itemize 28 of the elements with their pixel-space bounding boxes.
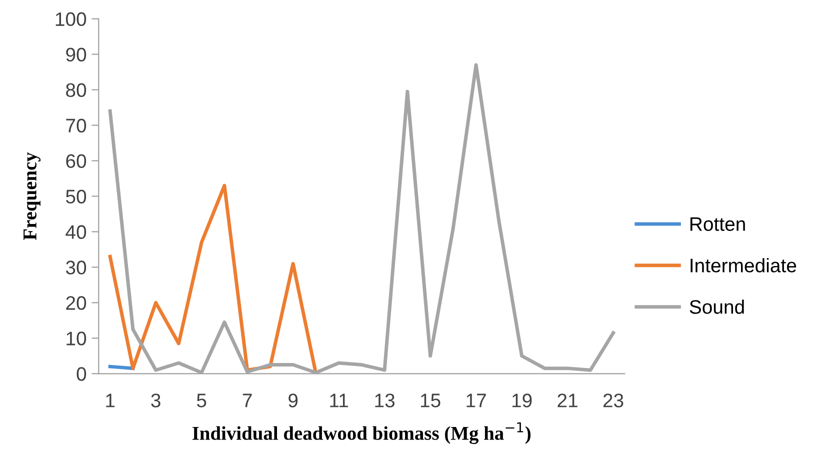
x-tick-label: 5 [196, 394, 206, 408]
x-axis-title: Individual deadwood biomass (Mg ha$^{−1}$) [192, 422, 531, 444]
y-axis-title: Frequency [24, 152, 41, 240]
y-tick-label: 10 [66, 332, 86, 346]
x-tick-label: 1 [106, 394, 115, 408]
x-tick-label: 13 [375, 394, 395, 408]
y-tick-label: 50 [66, 190, 86, 204]
y-tick-label: 40 [66, 225, 86, 239]
legend-label: Rotten [690, 217, 745, 231]
legend-label: Intermediate [690, 258, 796, 272]
legend-label: Sound [690, 300, 744, 314]
x-tick-label: 17 [466, 394, 486, 408]
x-tick-label: 15 [420, 394, 440, 408]
x-tick-label: 19 [512, 394, 532, 408]
y-tick-label: 70 [66, 118, 86, 132]
x-tick-label: 9 [288, 394, 298, 408]
x-tick-label: 11 [330, 394, 348, 408]
x-tick-label: 3 [151, 394, 160, 408]
y-tick-label: 80 [66, 83, 86, 98]
y-tick-label: 90 [66, 48, 86, 62]
y-tick-label: 20 [66, 296, 86, 310]
y-tick-label: 60 [66, 154, 86, 168]
x-tick-label: 7 [242, 394, 252, 408]
x-tick-label: 21 [558, 394, 578, 408]
y-tick-label: 30 [66, 260, 86, 274]
x-tick-label: 23 [603, 394, 624, 408]
y-tick-label: 100 [56, 12, 86, 26]
y-tick-label: 0 [76, 367, 86, 381]
